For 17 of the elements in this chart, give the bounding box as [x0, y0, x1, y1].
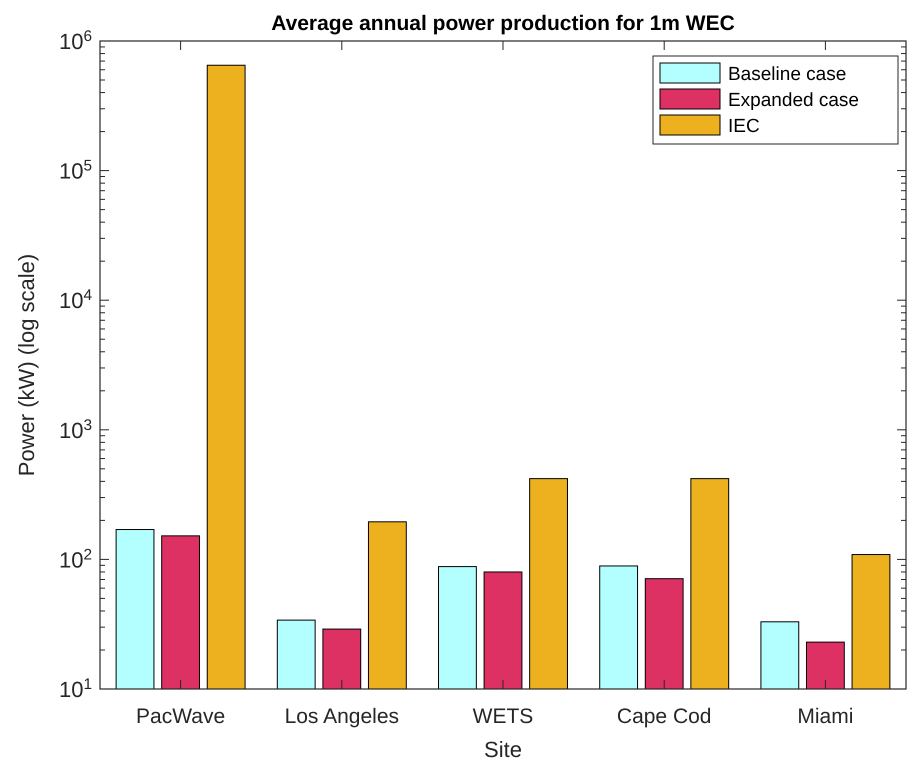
x-tick-label: WETS: [472, 705, 534, 728]
x-tick-label: Cape Cod: [616, 705, 712, 728]
legend-label: IEC: [728, 116, 760, 137]
x-tick-label: PacWave: [136, 705, 226, 728]
legend-label: Expanded case: [728, 90, 859, 111]
x-axis-title: Site: [484, 737, 522, 762]
y-tick-label: 10$^{4}$: [58, 286, 92, 314]
chart-title: Average annual power production for 1m WEC: [271, 12, 735, 35]
y-tick-label: 10$^{6}$: [58, 28, 92, 54]
x-tick-label: Los Angeles: [284, 705, 400, 728]
y-tick-label: 10$^{3}$: [58, 416, 92, 443]
y-axis-title: Power (kW) (log scale): [14, 254, 39, 476]
x-tick-label: Miami: [797, 705, 854, 728]
y-tick-label: 10$^{5}$: [58, 157, 92, 184]
y-tick-label: 10$^{1}$: [58, 676, 92, 702]
y-tick-label: 10$^{2}$: [58, 546, 92, 572]
legend-label: Baseline case: [728, 64, 846, 85]
